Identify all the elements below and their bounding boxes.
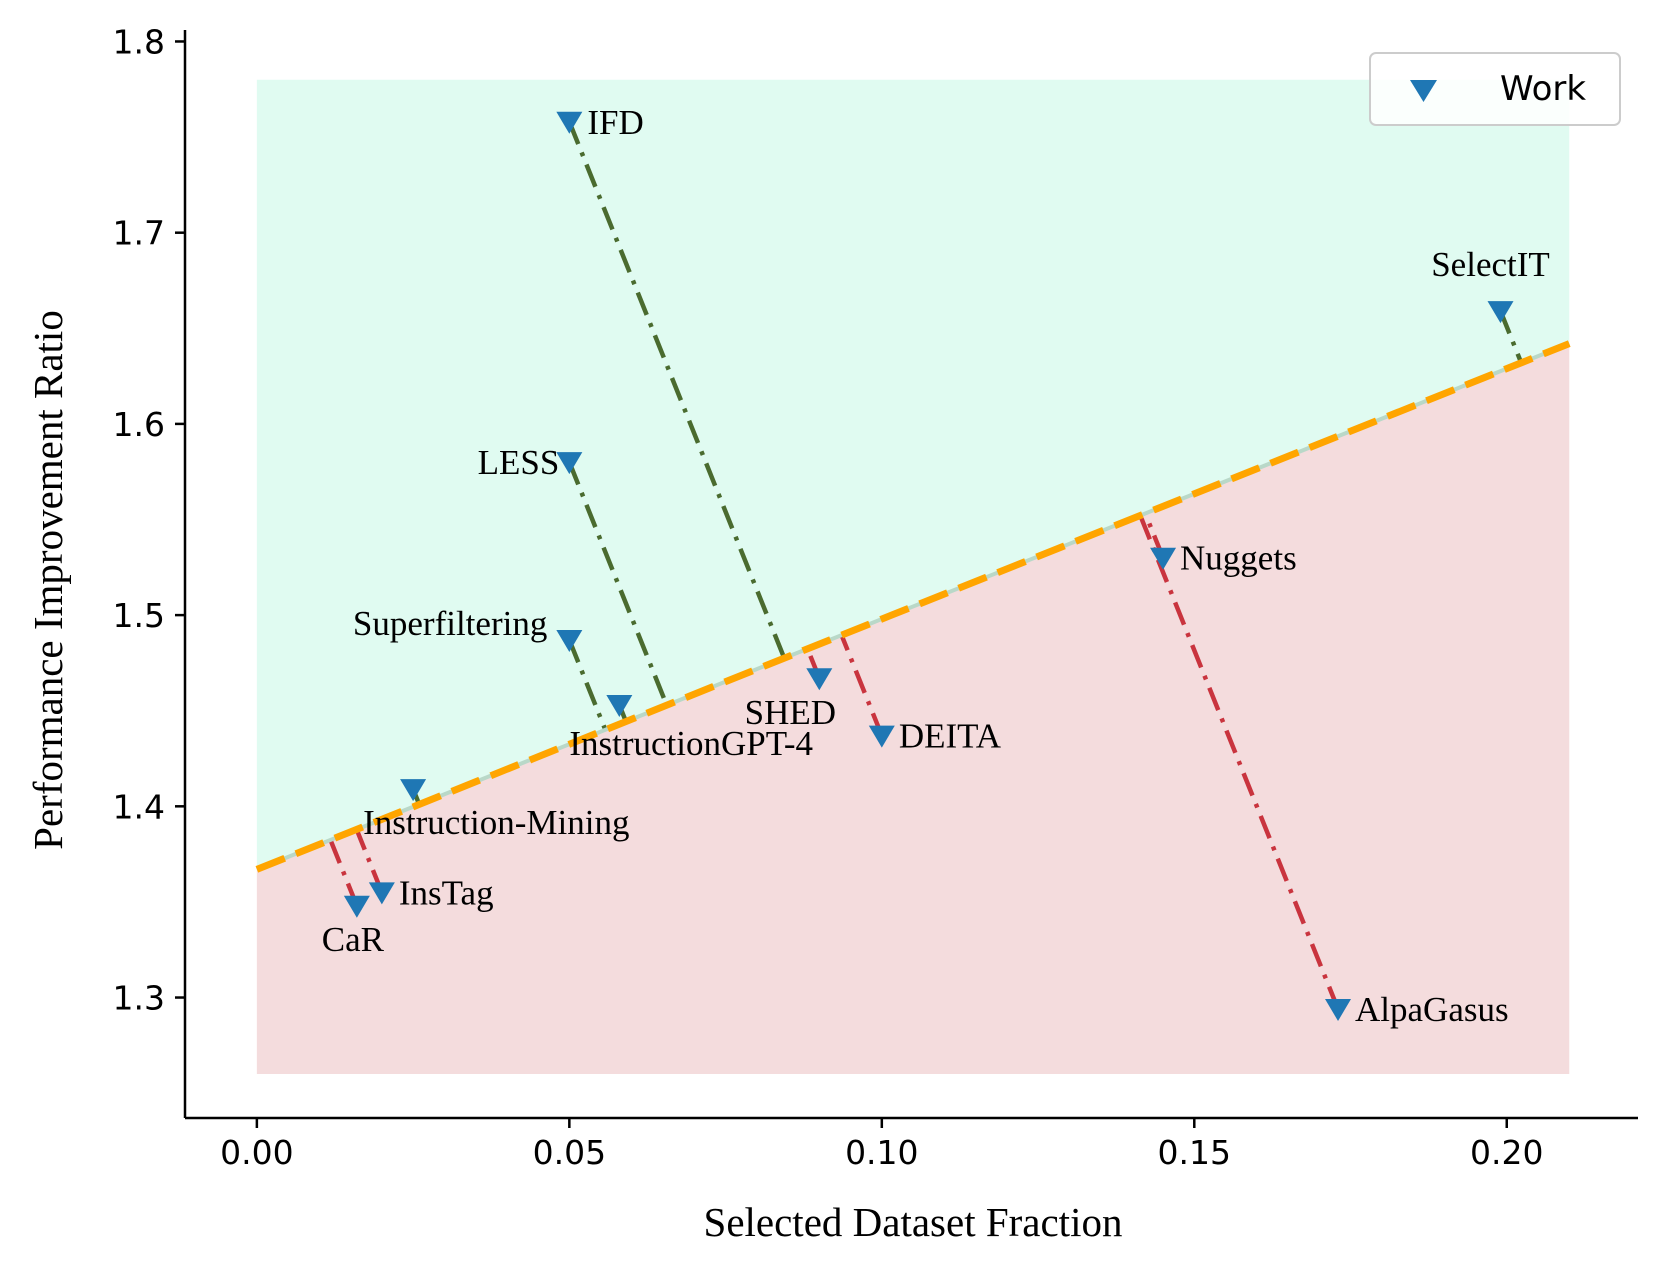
connector-superfiltering (567, 639, 608, 731)
connector-ifd (567, 120, 787, 659)
point-instruction-mining (400, 779, 427, 802)
region-above-trend (256, 79, 1570, 870)
label-instag: InsTag (399, 873, 494, 912)
point-instructiongpt-4 (606, 694, 633, 717)
point-shed (806, 668, 833, 691)
y-tick-label: 1.3 (113, 979, 165, 1018)
legend-entry-work: Work (1500, 69, 1586, 109)
x-tick-label: 0.15 (1158, 1133, 1231, 1172)
y-tick-label: 1.8 (113, 22, 165, 61)
point-superfiltering (556, 629, 583, 652)
point-instag (368, 882, 395, 905)
region-below-trend (256, 343, 1570, 1075)
label-ifd: IFD (587, 103, 643, 142)
x-tick-label: 0.20 (1470, 1133, 1543, 1172)
legend-frame (1369, 52, 1621, 126)
legend: Work (1369, 52, 1621, 126)
label-shed: SHED (745, 693, 836, 732)
label-instructiongpt-4: InstructionGPT-4 (569, 724, 813, 763)
label-superfiltering: Superfiltering (353, 604, 547, 643)
connector-deita (839, 634, 884, 737)
label-selectit: SelectIT (1431, 245, 1550, 284)
connector-selectit (1498, 310, 1524, 364)
x-tick-label: 0.05 (533, 1133, 606, 1172)
connector-instag (354, 828, 384, 894)
legend-marker (1410, 80, 1437, 102)
x-tick-label: 0.10 (845, 1133, 918, 1172)
point-car (343, 895, 370, 918)
point-selectit (1487, 301, 1514, 324)
label-less: LESS (478, 443, 560, 482)
label-deita: DEITA (899, 717, 1002, 756)
trend-line (255, 340, 1571, 873)
connector-car (328, 839, 359, 907)
point-nuggets (1150, 547, 1177, 570)
y-axis-title: Performance Improvement Ratio (25, 310, 71, 850)
point-deita (868, 725, 895, 748)
y-tick-label: 1.5 (113, 596, 165, 635)
y-tick-label: 1.4 (113, 787, 165, 826)
x-axis-title: Selected Dataset Fraction (704, 1199, 1123, 1245)
y-tick-label: 1.7 (113, 214, 165, 253)
x-tick-label: 0.00 (220, 1133, 293, 1172)
label-nuggets: Nuggets (1180, 539, 1297, 578)
point-less (556, 452, 583, 475)
label-instruction-mining: Instruction-Mining (363, 803, 629, 842)
connector-alpagasus (1138, 514, 1341, 1010)
label-alpagasus: AlpaGasus (1355, 990, 1509, 1029)
y-tick-label: 1.6 (113, 405, 165, 444)
point-alpagasus (1325, 999, 1352, 1022)
connector-less (567, 461, 669, 707)
label-car: CaR (322, 920, 385, 959)
point-ifd (556, 111, 583, 134)
